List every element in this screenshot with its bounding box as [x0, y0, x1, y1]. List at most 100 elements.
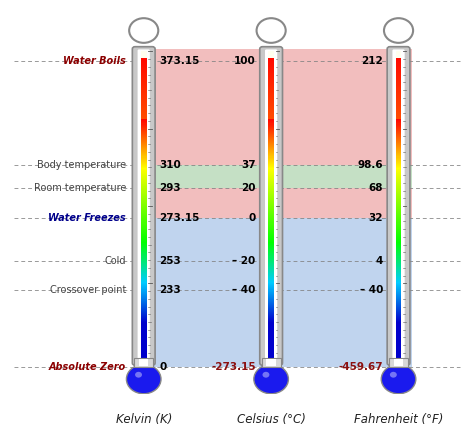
Bar: [396, 87, 401, 89]
Bar: [141, 70, 146, 71]
Bar: [268, 62, 274, 64]
Bar: [268, 102, 274, 103]
Bar: [396, 110, 401, 111]
Circle shape: [129, 18, 158, 43]
Bar: [268, 314, 274, 315]
Bar: [141, 266, 146, 267]
Bar: [396, 112, 401, 113]
Bar: [268, 352, 274, 354]
Bar: [141, 321, 146, 322]
Bar: [268, 110, 274, 111]
Bar: [268, 152, 274, 153]
Bar: [141, 342, 146, 343]
Bar: [396, 265, 401, 266]
Bar: [141, 273, 146, 274]
Bar: [396, 242, 401, 243]
Bar: [268, 178, 274, 179]
Bar: [268, 72, 274, 73]
Bar: [268, 262, 274, 263]
Bar: [141, 267, 146, 268]
Text: 212: 212: [361, 56, 383, 65]
Bar: [268, 209, 274, 210]
Bar: [396, 360, 401, 361]
Bar: [141, 149, 146, 150]
Circle shape: [254, 365, 288, 394]
Bar: [268, 340, 274, 341]
Bar: [396, 70, 401, 71]
Bar: [268, 288, 274, 289]
Bar: [268, 324, 274, 326]
Bar: [268, 339, 274, 340]
Circle shape: [263, 372, 269, 377]
Bar: [396, 201, 401, 202]
Bar: [396, 283, 401, 284]
Bar: [268, 277, 274, 278]
Bar: [141, 101, 146, 102]
Bar: [141, 305, 146, 306]
Bar: [396, 131, 401, 132]
Bar: [268, 285, 274, 286]
Bar: [141, 98, 146, 99]
Bar: [141, 307, 146, 308]
Bar: [141, 140, 146, 141]
Bar: [268, 315, 274, 316]
Text: Cold: Cold: [104, 256, 126, 266]
Bar: [268, 83, 274, 84]
Bar: [396, 132, 401, 133]
Bar: [396, 128, 401, 129]
Bar: [268, 261, 274, 262]
Bar: [141, 99, 146, 100]
Bar: [141, 306, 146, 307]
Bar: [141, 347, 146, 348]
Bar: [268, 84, 274, 85]
Bar: [141, 158, 146, 160]
Bar: [268, 219, 274, 220]
Bar: [268, 134, 274, 135]
Bar: [141, 105, 146, 106]
Bar: [268, 235, 274, 236]
Bar: [268, 69, 274, 70]
Bar: [141, 209, 146, 210]
Bar: [141, 72, 146, 73]
Bar: [141, 326, 146, 327]
Bar: [268, 266, 274, 267]
Bar: [141, 119, 146, 120]
Bar: [268, 123, 274, 125]
Bar: [141, 299, 146, 300]
Bar: [396, 59, 401, 61]
Bar: [396, 179, 401, 180]
Bar: [141, 111, 146, 112]
Bar: [396, 297, 401, 298]
Bar: [141, 201, 146, 202]
Bar: [141, 336, 146, 337]
Bar: [268, 302, 274, 303]
Bar: [141, 259, 146, 261]
Bar: [268, 127, 274, 128]
Bar: [396, 139, 401, 140]
Text: 20: 20: [241, 183, 255, 193]
Text: Absolute Zero: Absolute Zero: [49, 362, 126, 372]
Bar: [396, 313, 401, 314]
Bar: [141, 131, 146, 132]
Bar: [396, 303, 401, 304]
Bar: [141, 133, 146, 134]
Bar: [396, 177, 401, 178]
Bar: [396, 337, 401, 338]
Text: – 40: – 40: [232, 285, 255, 295]
Bar: [268, 309, 274, 310]
Text: – 40: – 40: [360, 285, 383, 295]
Bar: [141, 174, 146, 175]
Bar: [396, 288, 401, 289]
Bar: [268, 98, 274, 99]
Bar: [268, 220, 274, 221]
Bar: [396, 215, 401, 216]
Bar: [394, 359, 403, 366]
Bar: [141, 214, 146, 215]
Text: 98.6: 98.6: [357, 160, 383, 169]
Bar: [268, 208, 274, 209]
Bar: [268, 183, 274, 184]
Bar: [141, 191, 146, 193]
Bar: [396, 71, 401, 72]
Bar: [396, 287, 401, 288]
Bar: [141, 329, 146, 330]
